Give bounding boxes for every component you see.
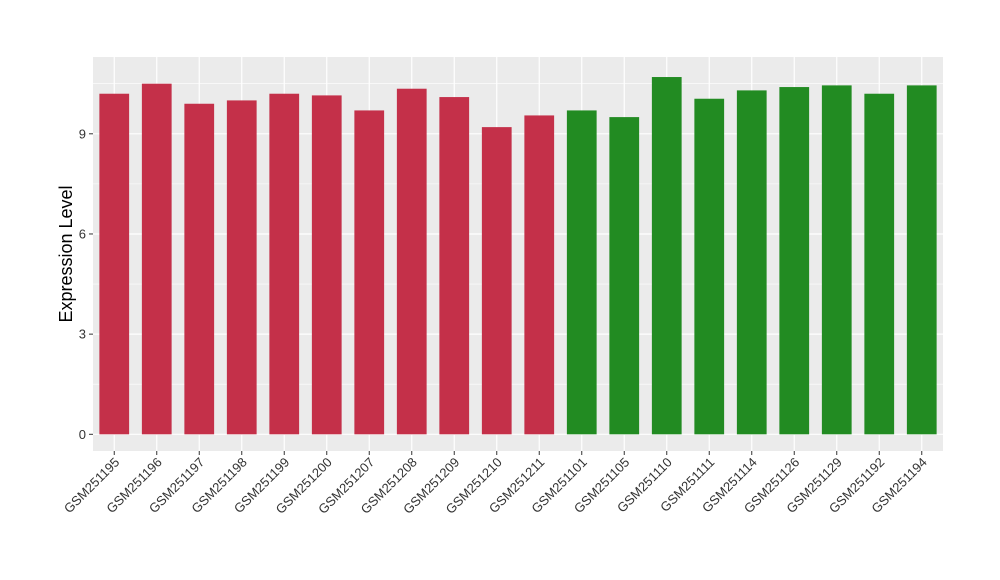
bars bbox=[99, 77, 937, 435]
bar-GSM251126 bbox=[779, 87, 810, 435]
bar-GSM251208 bbox=[396, 88, 427, 435]
bar-GSM251199 bbox=[269, 93, 300, 435]
bar-GSM251200 bbox=[311, 95, 342, 435]
bar-GSM251194 bbox=[906, 85, 937, 435]
bar-GSM251195 bbox=[99, 93, 130, 435]
bar-GSM251129 bbox=[821, 85, 852, 435]
bar-GSM251114 bbox=[736, 90, 767, 435]
bar-GSM251197 bbox=[184, 103, 215, 435]
bar-GSM251101 bbox=[566, 110, 597, 435]
y-tick-label: 0 bbox=[79, 427, 86, 442]
bar-GSM251192 bbox=[864, 93, 895, 435]
y-tick-label: 9 bbox=[79, 126, 86, 141]
y-axis-ticks: 0 3 6 9 bbox=[79, 126, 93, 442]
bar-GSM251105 bbox=[609, 117, 640, 435]
bar-GSM251196 bbox=[141, 83, 172, 435]
bar-GSM251210 bbox=[481, 127, 512, 435]
y-tick-label: 3 bbox=[79, 327, 86, 342]
y-tick-label: 6 bbox=[79, 226, 86, 241]
y-axis-title: Expression Level bbox=[56, 185, 76, 322]
bar-GSM251111 bbox=[694, 98, 725, 435]
bar-GSM251209 bbox=[439, 97, 470, 435]
bar-GSM251198 bbox=[226, 100, 257, 435]
bar-GSM251207 bbox=[354, 110, 385, 435]
bar-GSM251211 bbox=[524, 115, 555, 435]
plot-panel bbox=[93, 57, 943, 451]
bar-GSM251110 bbox=[651, 77, 682, 435]
x-axis-ticks: GSM251195GSM251196GSM251197GSM251198GSM2… bbox=[61, 451, 930, 517]
